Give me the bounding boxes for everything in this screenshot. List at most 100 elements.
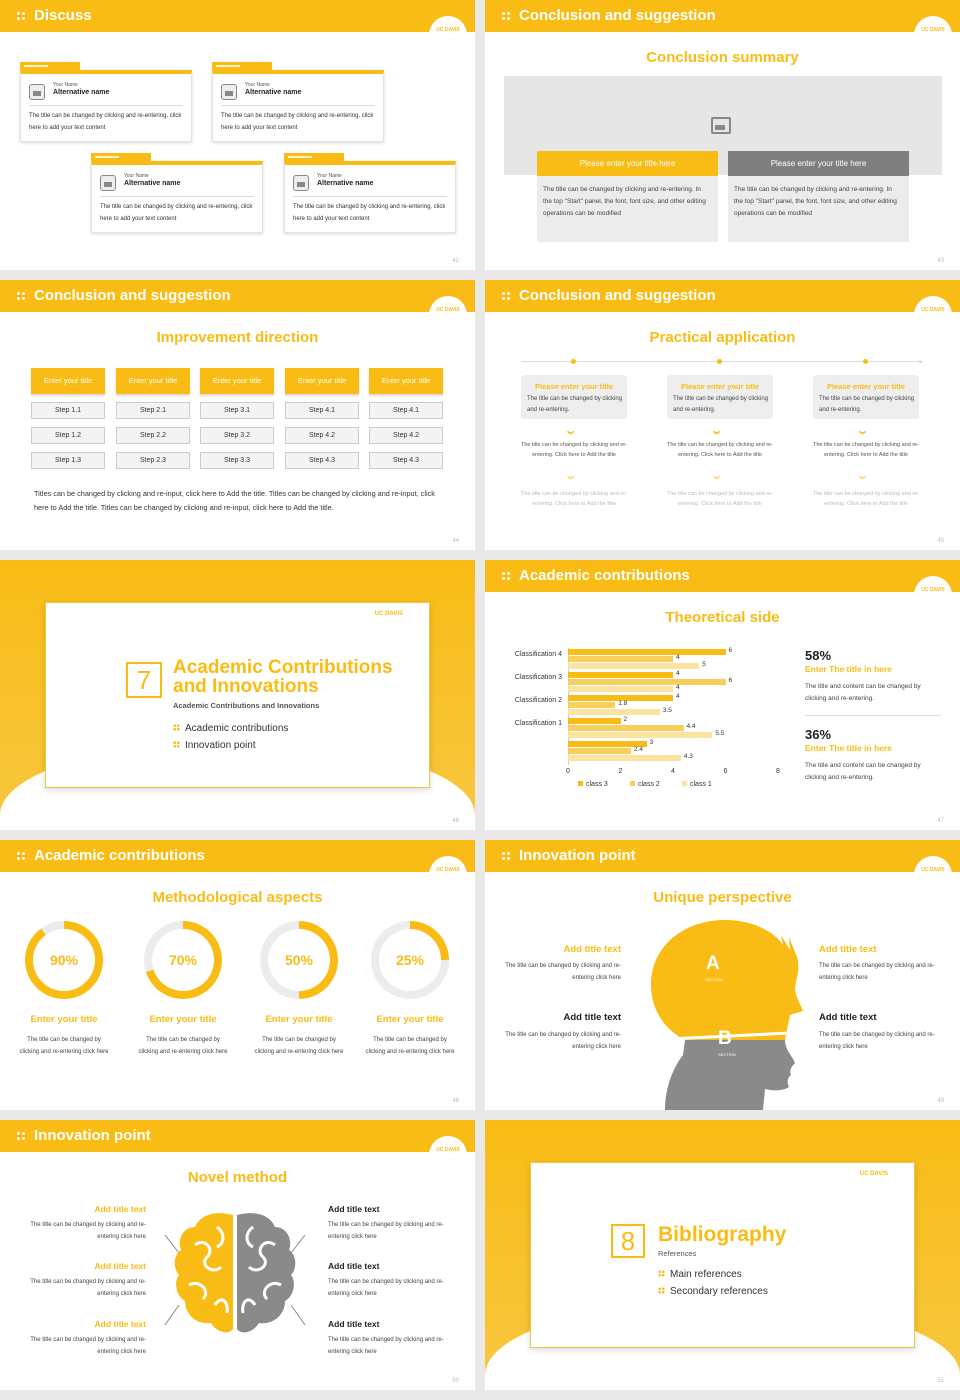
progress-ring: 25% bbox=[371, 921, 449, 999]
data-label: 4.3 bbox=[683, 753, 693, 760]
stat-title: Enter The title in here bbox=[805, 664, 892, 674]
bar bbox=[568, 709, 660, 715]
chevron-down-icon: ⌄ bbox=[564, 425, 578, 437]
section-a-letter: A bbox=[706, 953, 720, 974]
discuss-card[interactable]: Your Name Alternative name The title can b… bbox=[284, 153, 456, 233]
timeline bbox=[522, 361, 922, 362]
column-title-button[interactable]: Enter your title bbox=[369, 368, 443, 394]
left-title: Add title text bbox=[563, 944, 621, 955]
practical-title: Please enter your title bbox=[535, 382, 613, 391]
step-box[interactable]: Step 3.2 bbox=[200, 427, 274, 444]
slide-42[interactable]: Discuss UC DAVIS Your Name Alternative nam… bbox=[0, 0, 475, 270]
dots-icon bbox=[658, 1270, 665, 1277]
dots-icon bbox=[658, 1287, 665, 1294]
bar bbox=[568, 718, 621, 724]
step-box[interactable]: Step 4.3 bbox=[369, 452, 443, 469]
practical-text: The title can be changed by clicking and… bbox=[527, 396, 623, 413]
chevron-down-icon: ⌄ bbox=[710, 425, 724, 437]
ring-text: The title can be changed by clicking and… bbox=[138, 1037, 228, 1055]
slide-51[interactable]: UC DAVIS 8 Bibliography References Main … bbox=[485, 1120, 960, 1390]
section-number: 8 bbox=[611, 1224, 645, 1258]
step-box[interactable]: Step 4.3 bbox=[285, 452, 359, 469]
step-box[interactable]: Step 3.3 bbox=[200, 452, 274, 469]
image-placeholder-icon bbox=[29, 84, 45, 100]
brand-badge: UC DAVIS bbox=[429, 1136, 467, 1174]
column-title-button[interactable]: Enter your title bbox=[200, 368, 274, 394]
practical-text: The title can be changed by clicking and… bbox=[673, 396, 769, 413]
section-bullet[interactable]: Academic contributions bbox=[173, 723, 288, 734]
ring-text: The title can be changed by clicking and… bbox=[254, 1037, 344, 1055]
practical-box[interactable]: Please enter your title The title can be … bbox=[813, 375, 919, 419]
step-box[interactable]: Step 2.2 bbox=[116, 427, 190, 444]
card-your-name: Your Name bbox=[53, 82, 78, 88]
step-box[interactable]: Step 4.1 bbox=[369, 402, 443, 419]
folder-tab bbox=[91, 153, 151, 162]
box-label[interactable]: Please enter your title here bbox=[728, 151, 909, 176]
step-box[interactable]: Step 1.1 bbox=[31, 402, 105, 419]
card-text: The title can be changed by clicking and… bbox=[293, 204, 446, 222]
divider bbox=[221, 105, 375, 106]
step-box[interactable]: Step 1.3 bbox=[31, 452, 105, 469]
step-box[interactable]: Step 4.1 bbox=[285, 402, 359, 419]
slide-50[interactable]: Innovation point UC DAVIS Novel method Ad… bbox=[0, 1120, 475, 1390]
bullet-text: Secondary references bbox=[670, 1286, 768, 1297]
dots-icon bbox=[16, 291, 26, 301]
slide-48[interactable]: Academic contributions UC DAVIS Methodolo… bbox=[0, 840, 475, 1110]
discuss-card[interactable]: Your Name Alternative name The title can b… bbox=[20, 62, 192, 142]
dots-icon bbox=[16, 11, 26, 21]
divider bbox=[293, 196, 447, 197]
slide-44[interactable]: Conclusion and suggestion UC DAVIS Improv… bbox=[0, 280, 475, 550]
step-box[interactable]: Step 4.2 bbox=[285, 427, 359, 444]
practical-subtext: The title can be changed by clicking and… bbox=[520, 442, 628, 458]
page-number: 46 bbox=[452, 818, 459, 824]
step-box[interactable]: Step 4.2 bbox=[369, 427, 443, 444]
data-label: 4.4 bbox=[686, 723, 696, 730]
dots-icon bbox=[16, 851, 26, 861]
right-title: Add title text bbox=[819, 1012, 877, 1023]
discuss-card[interactable]: Your Name Alternative name The title can b… bbox=[212, 62, 384, 142]
practical-box[interactable]: Please enter your title The title can be … bbox=[667, 375, 773, 419]
practical-title: Please enter your title bbox=[681, 382, 759, 391]
data-label: 4 bbox=[676, 684, 680, 691]
divider bbox=[29, 105, 183, 106]
step-box[interactable]: Step 1.2 bbox=[31, 427, 105, 444]
slide-43[interactable]: Conclusion and suggestion UC DAVIS Conclu… bbox=[485, 0, 960, 270]
left-text: The title can be changed by clicking and… bbox=[30, 1222, 146, 1240]
left-text: The title can be changed by clicking and… bbox=[505, 963, 621, 981]
column-title-button[interactable]: Enter your title bbox=[31, 368, 105, 394]
page-number: 42 bbox=[452, 258, 459, 264]
slide-subtitle: Novel method bbox=[187, 1169, 288, 1186]
section-bullet[interactable]: Innovation point bbox=[173, 740, 256, 751]
slide-header: Innovation point UC DAVIS bbox=[485, 840, 960, 894]
brand-logo: UC DAVIS bbox=[374, 611, 403, 617]
slide-45[interactable]: Conclusion and suggestion UC DAVIS Practi… bbox=[485, 280, 960, 550]
legend-item: class 3 bbox=[578, 781, 608, 788]
left-text: The title can be changed by clicking and… bbox=[30, 1279, 146, 1297]
section-bullet[interactable]: Secondary references bbox=[658, 1286, 768, 1297]
slide-46[interactable]: UC DAVIS 7 Academic Contributions and In… bbox=[0, 560, 475, 830]
stat-title: Enter The title in here bbox=[805, 743, 892, 753]
slide-47[interactable]: Academic contributions UC DAVIS Theoretic… bbox=[485, 560, 960, 830]
stat-percent: 58% bbox=[805, 648, 832, 663]
section-title: Academic Contributions bbox=[173, 657, 393, 678]
slide-49[interactable]: Innovation point UC DAVIS Unique perspect… bbox=[485, 840, 960, 1110]
chevron-down-icon: ⌄ bbox=[856, 425, 870, 437]
dots-icon bbox=[501, 571, 511, 581]
step-box[interactable]: Step 2.3 bbox=[116, 452, 190, 469]
column-title-button[interactable]: Enter your title bbox=[116, 368, 190, 394]
section-subtitle: References bbox=[658, 1249, 697, 1258]
box-label[interactable]: Please enter your title here bbox=[537, 151, 718, 176]
timeline-dot bbox=[571, 359, 576, 364]
discuss-card[interactable]: Your Name Alternative name The title can b… bbox=[91, 153, 263, 233]
chevron-down-icon: ⌄ bbox=[564, 470, 578, 482]
slide-header: Academic contributions UC DAVIS bbox=[0, 840, 475, 894]
column-title-button[interactable]: Enter your title bbox=[285, 368, 359, 394]
section-bullet[interactable]: Main references bbox=[658, 1269, 742, 1280]
step-box[interactable]: Step 2.1 bbox=[116, 402, 190, 419]
right-title: Add title text bbox=[328, 1261, 380, 1271]
stat-percent: 36% bbox=[805, 727, 832, 742]
slide-title: Conclusion and suggestion bbox=[34, 287, 231, 304]
right-text: The title can be changed by clicking and… bbox=[328, 1337, 444, 1355]
step-box[interactable]: Step 3.1 bbox=[200, 402, 274, 419]
practical-box[interactable]: Please enter your title The title can be … bbox=[521, 375, 627, 419]
